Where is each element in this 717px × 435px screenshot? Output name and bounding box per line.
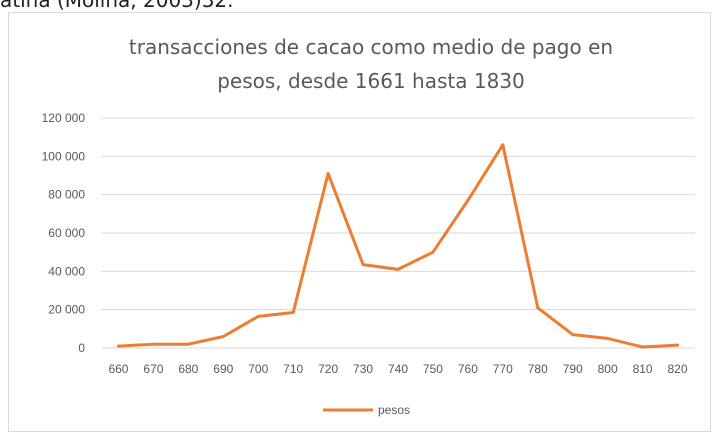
x-tick-label: 790 [563,362,583,376]
data-point-pesos-820 [676,343,680,347]
data-point-pesos-810 [641,345,645,349]
data-point-pesos-720 [326,172,330,176]
data-point-pesos-770 [501,143,505,147]
x-tick-label: 810 [633,362,653,376]
y-axis-tick-labels: 0 20 000 40 000 60 000 80 000 100 000 120 000 [42,111,86,355]
x-tick-label: 670 [143,362,163,376]
y-tick-label: 100 000 [42,149,86,163]
y-tick-label: 0 [78,341,85,355]
series-lines [116,143,680,349]
x-tick-label: 740 [388,362,408,376]
y-tick-label: 80 000 [48,188,85,202]
data-point-pesos-730 [361,263,365,267]
legend-label-pesos: pesos [378,403,410,417]
chart-title-line-1: transacciones de cacao como medio de pag… [129,35,613,59]
y-tick-label: 40 000 [48,264,85,278]
x-tick-label: 800 [598,362,618,376]
data-point-pesos-800 [606,336,610,340]
x-tick-label: 700 [248,362,268,376]
data-point-pesos-760 [466,198,470,202]
data-point-pesos-750 [431,250,435,254]
document-caption: atina (Molina, 2003)32. [0,0,234,12]
x-tick-label: 690 [213,362,233,376]
x-tick-label: 710 [283,362,303,376]
x-tick-label: 820 [668,362,688,376]
data-point-pesos-710 [291,311,295,315]
x-tick-label: 680 [178,362,198,376]
gridlines [101,117,695,349]
series-line-pesos [117,143,679,349]
chart-title: transacciones de cacao como medio de pag… [129,35,613,93]
y-tick-label: 60 000 [48,226,85,240]
data-point-pesos-700 [256,314,260,318]
x-tick-label: 720 [318,362,338,376]
chart-frame: transacciones de cacao como medio de pag… [8,12,711,432]
data-point-pesos-780 [536,306,540,310]
x-tick-label: 780 [528,362,548,376]
data-point-pesos-690 [221,335,225,338]
chart-title-line-2: pesos, desde 1661 hasta 1830 [217,69,525,93]
line-chart: transacciones de cacao como medio de pag… [42,35,695,417]
x-tick-label: 770 [493,362,513,376]
legend: pesos [323,403,410,417]
y-tick-label: 20 000 [48,303,85,317]
data-point-pesos-660 [116,344,120,348]
data-point-pesos-670 [151,342,155,346]
x-tick-label: 760 [458,362,478,376]
data-point-pesos-680 [186,342,190,346]
y-tick-label: 120 000 [42,111,86,125]
x-axis-tick-labels: 660 670 680 690 700 710 720 730 740 750 760 770 780 7… [108,362,687,376]
data-point-pesos-740 [396,267,400,271]
data-point-pesos-790 [571,333,575,337]
x-tick-label: 660 [108,362,128,376]
x-tick-label: 750 [423,362,443,376]
x-tick-label: 730 [353,362,373,376]
